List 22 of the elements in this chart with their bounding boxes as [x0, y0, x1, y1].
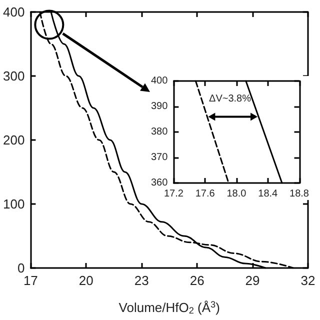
y-tick-label: 400 [150, 76, 168, 86]
y-tick-label: 380 [150, 126, 168, 138]
y-tick-label: 0 [17, 260, 25, 276]
y-tick-label: 300 [2, 68, 25, 84]
x-tick-label: 18.4 [258, 188, 278, 200]
x-tick-label: 17.6 [195, 188, 216, 200]
annotation: ΔV~3.8% [209, 94, 252, 104]
y-tick-label: 360 [150, 178, 168, 188]
x-tick-label: 18.8 [290, 188, 310, 200]
y-tick-label: 200 [2, 132, 25, 148]
x-tick-label: 29 [245, 273, 260, 288]
x-tick-label: 17.2 [164, 188, 184, 200]
x-tick-label: 26 [190, 273, 204, 288]
y-tick-label: 400 [2, 4, 25, 20]
x-tick-label: 17 [23, 273, 38, 288]
x-tick-label: 23 [134, 273, 149, 288]
y-tick-label: 370 [150, 152, 168, 163]
x-tick-label: 18.0 [226, 188, 247, 200]
x-tick-label: 32 [300, 273, 316, 288]
y-tick-label: 390 [150, 101, 168, 112]
y-tick-label: 100 [2, 196, 25, 212]
x-tick-label: 20 [78, 273, 94, 288]
